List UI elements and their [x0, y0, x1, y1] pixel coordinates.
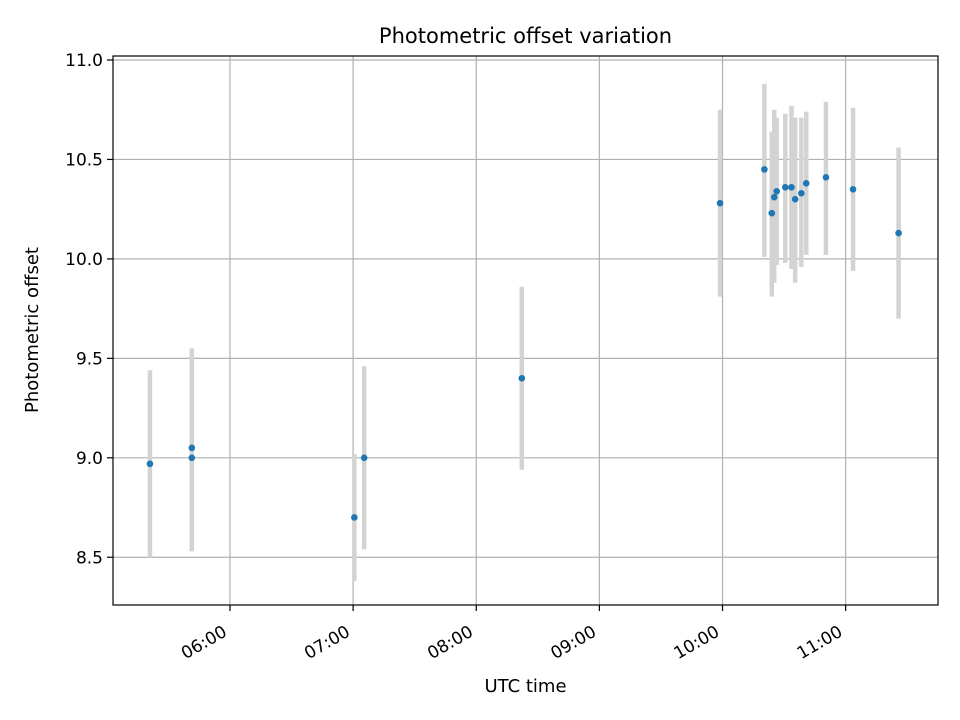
data-point	[802, 180, 810, 187]
data-point	[768, 209, 776, 217]
y-tick-label: 9.0	[76, 449, 103, 469]
chart-title: Photometric offset variation	[379, 24, 672, 48]
y-tick-label: 8.5	[76, 548, 103, 568]
data-point	[360, 454, 368, 462]
data-point	[895, 229, 902, 237]
data-point	[791, 195, 799, 203]
y-axis-ticks: 8.5 9.0 9.5 10.0 10.5 11.0	[65, 51, 113, 568]
y-tick-label: 10.0	[65, 250, 103, 270]
plot-frame	[112, 55, 939, 606]
data-point	[761, 166, 768, 173]
data-point	[188, 444, 196, 452]
data-point	[788, 183, 795, 191]
data-point	[782, 183, 789, 191]
data-point	[188, 454, 196, 462]
data-points	[146, 166, 902, 521]
data-point	[770, 193, 778, 201]
data-point	[773, 187, 780, 195]
data-point	[351, 514, 358, 521]
data-point	[849, 185, 857, 193]
data-point	[798, 189, 805, 197]
y-tick-label: 11.0	[65, 51, 103, 71]
data-point	[146, 460, 154, 468]
plot-area	[113, 56, 938, 605]
data-point	[518, 374, 526, 382]
y-tick-label: 9.5	[76, 349, 103, 369]
y-tick-label: 10.5	[65, 150, 103, 170]
data-point	[822, 174, 830, 181]
x-axis-label: UTC time	[484, 676, 566, 697]
y-axis-label: Photometric offset	[22, 247, 43, 413]
data-point	[716, 199, 724, 207]
